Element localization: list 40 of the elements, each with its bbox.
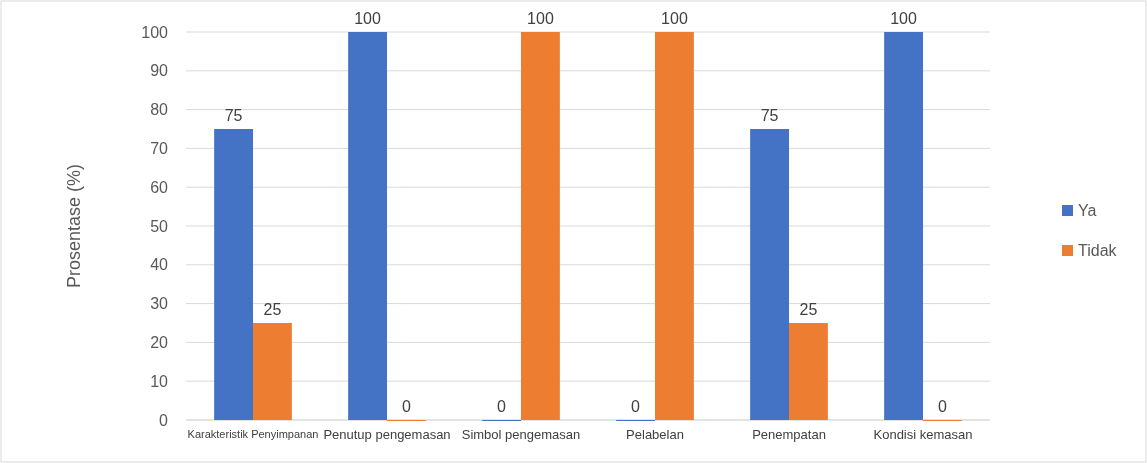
data-label: 0 bbox=[497, 398, 507, 415]
bar bbox=[655, 32, 694, 420]
bar bbox=[214, 129, 253, 420]
legend-label: Ya bbox=[1078, 202, 1097, 219]
y-tick-label: 0 bbox=[159, 411, 169, 429]
bar bbox=[521, 32, 560, 420]
x-tick-label: Penempatan bbox=[752, 427, 826, 443]
data-label: 75 bbox=[224, 107, 243, 124]
bar bbox=[750, 129, 789, 420]
x-tick-label: Simbol pengemasan bbox=[461, 427, 581, 443]
bar bbox=[348, 32, 387, 420]
y-tick-label: 80 bbox=[150, 101, 169, 119]
bar bbox=[789, 323, 828, 420]
bar bbox=[253, 323, 292, 420]
x-tick-label: Penutup pengemasan bbox=[323, 427, 451, 443]
y-tick-label: 50 bbox=[150, 217, 169, 235]
y-tick-label: 90 bbox=[150, 62, 169, 80]
y-tick-label: 30 bbox=[150, 295, 169, 313]
y-tick-label: 10 bbox=[150, 372, 169, 390]
data-label: 100 bbox=[661, 10, 688, 27]
y-tick-label: 70 bbox=[150, 140, 169, 158]
y-tick-label: 20 bbox=[150, 334, 169, 352]
data-label: 100 bbox=[890, 10, 918, 27]
y-tick-label: 60 bbox=[150, 178, 169, 196]
x-tick-label: Karakteristik Penyimpanan bbox=[187, 427, 319, 440]
data-label: 0 bbox=[937, 398, 947, 415]
x-tick-label: Kondisi kemasan bbox=[873, 427, 973, 443]
data-label: 100 bbox=[354, 10, 382, 27]
x-tick-label: Pelabelan bbox=[626, 427, 684, 443]
data-label: 25 bbox=[263, 301, 282, 318]
bar bbox=[884, 32, 923, 420]
data-label: 75 bbox=[760, 107, 779, 124]
data-label: 100 bbox=[527, 10, 554, 27]
data-label: 0 bbox=[631, 398, 641, 415]
data-label: 25 bbox=[799, 301, 818, 318]
y-tick-label: 100 bbox=[141, 23, 169, 41]
y-tick-label: 40 bbox=[150, 256, 169, 274]
y-axis-title: Prosentase (%) bbox=[64, 163, 84, 289]
data-label: 0 bbox=[401, 398, 411, 415]
legend-label: Tidak bbox=[1078, 242, 1118, 259]
